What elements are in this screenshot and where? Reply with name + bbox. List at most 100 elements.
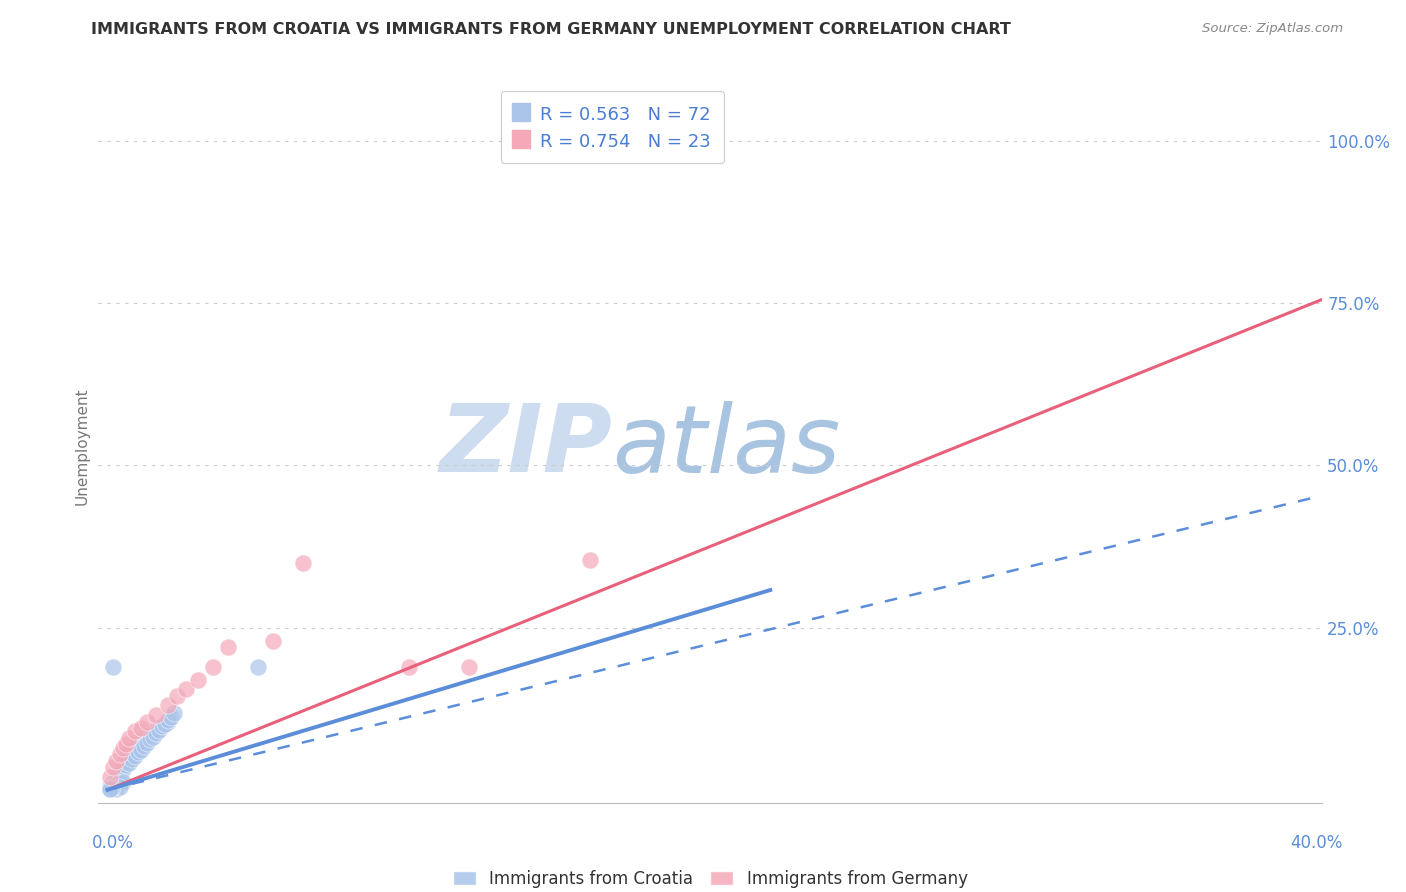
Point xyxy=(100,780,122,794)
Point xyxy=(578,552,600,566)
Point xyxy=(121,752,143,766)
Point xyxy=(111,762,134,776)
Text: 0.0%: 0.0% xyxy=(91,834,134,852)
Point xyxy=(127,739,149,753)
Point xyxy=(148,723,170,738)
Point xyxy=(103,776,125,790)
Point xyxy=(108,776,131,790)
Point xyxy=(111,740,134,755)
Point xyxy=(127,745,149,759)
Point xyxy=(105,770,128,784)
Point xyxy=(153,716,176,731)
Point xyxy=(100,782,122,797)
Point xyxy=(117,756,139,770)
Point xyxy=(187,673,209,687)
Point xyxy=(104,773,127,788)
Point xyxy=(101,780,124,795)
Text: 40.0%: 40.0% xyxy=(1291,834,1343,852)
Point xyxy=(174,682,197,697)
Point xyxy=(129,742,152,756)
Point xyxy=(100,779,122,793)
Point xyxy=(132,731,155,745)
Point xyxy=(217,640,239,654)
Point xyxy=(108,747,131,761)
Point xyxy=(124,740,146,755)
Point xyxy=(100,782,122,797)
Point xyxy=(105,754,128,768)
Point xyxy=(103,659,125,673)
Text: atlas: atlas xyxy=(612,401,841,491)
Point xyxy=(124,749,146,764)
Point xyxy=(105,771,128,785)
Point xyxy=(145,708,167,723)
Point xyxy=(103,760,125,774)
Point xyxy=(121,742,143,756)
Point xyxy=(150,719,173,733)
Point xyxy=(108,764,131,778)
Point xyxy=(117,747,139,761)
Point xyxy=(107,768,129,782)
Point xyxy=(114,752,136,766)
Point xyxy=(100,781,122,796)
Point xyxy=(101,778,124,792)
Text: Source: ZipAtlas.com: Source: ZipAtlas.com xyxy=(1202,22,1343,36)
Point xyxy=(163,706,186,721)
Point xyxy=(159,710,181,724)
Legend: Immigrants from Croatia, Immigrants from Germany: Immigrants from Croatia, Immigrants from… xyxy=(446,863,974,892)
Point xyxy=(132,739,155,753)
Y-axis label: Unemployment: Unemployment xyxy=(75,387,90,505)
Point xyxy=(458,659,481,673)
Point xyxy=(114,758,136,772)
Point xyxy=(150,719,173,733)
Point xyxy=(156,714,179,729)
Point xyxy=(111,760,134,774)
Point xyxy=(100,780,122,795)
Point xyxy=(398,659,420,673)
Point xyxy=(108,766,131,780)
Point xyxy=(110,764,132,779)
Point xyxy=(129,721,152,735)
Text: IMMIGRANTS FROM CROATIA VS IMMIGRANTS FROM GERMANY UNEMPLOYMENT CORRELATION CHAR: IMMIGRANTS FROM CROATIA VS IMMIGRANTS FR… xyxy=(91,22,1011,37)
Point xyxy=(100,770,122,784)
Point xyxy=(103,779,125,793)
Point xyxy=(105,771,128,785)
Point xyxy=(117,731,139,745)
Point xyxy=(117,750,139,764)
Point xyxy=(564,134,586,148)
Point xyxy=(166,689,188,703)
Point xyxy=(100,780,122,795)
Point xyxy=(247,659,270,673)
Point xyxy=(129,734,152,748)
Point xyxy=(108,766,131,780)
Point xyxy=(292,556,315,570)
Point xyxy=(262,633,284,648)
Point xyxy=(148,721,170,735)
Point xyxy=(101,777,124,791)
Point xyxy=(121,745,143,759)
Point xyxy=(145,723,167,738)
Point xyxy=(114,756,136,770)
Point xyxy=(105,781,128,796)
Point xyxy=(104,773,127,788)
Point xyxy=(111,756,134,771)
Point xyxy=(114,738,136,752)
Point xyxy=(145,725,167,739)
Point xyxy=(105,778,128,792)
Point xyxy=(103,775,125,789)
Point xyxy=(142,730,165,744)
Point xyxy=(111,775,134,789)
Point xyxy=(153,716,176,731)
Point xyxy=(135,714,157,729)
Point xyxy=(142,725,165,739)
Point xyxy=(156,713,179,727)
Point xyxy=(135,736,157,750)
Point xyxy=(201,659,224,673)
Point xyxy=(138,732,160,747)
Text: ZIP: ZIP xyxy=(439,400,612,492)
Point xyxy=(108,780,131,794)
Point xyxy=(156,698,179,713)
Point xyxy=(103,775,125,789)
Point xyxy=(107,768,129,782)
Point xyxy=(135,730,157,744)
Point xyxy=(127,736,149,750)
